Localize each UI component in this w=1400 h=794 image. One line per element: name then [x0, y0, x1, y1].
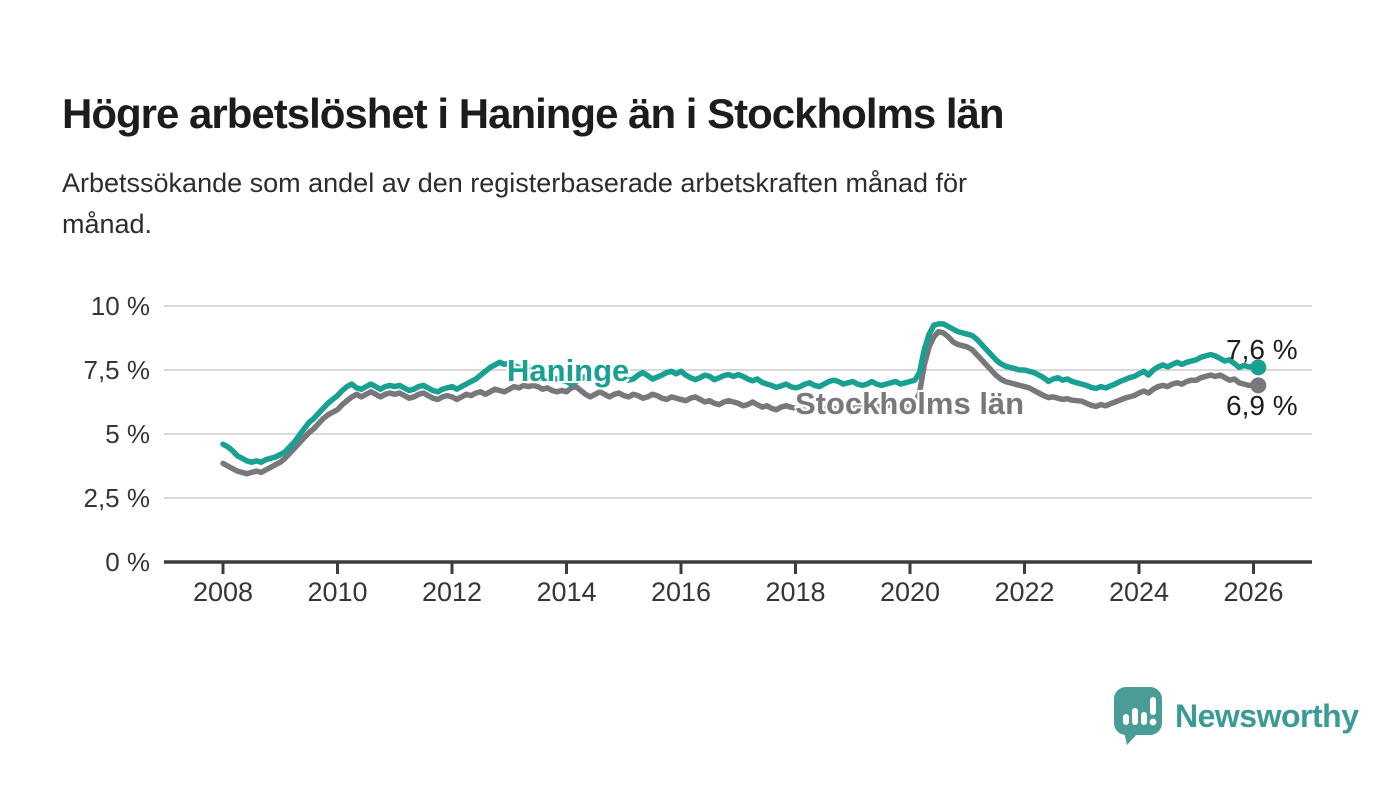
y-axis-tick-label: 7,5 %: [83, 355, 151, 385]
x-axis-tick-label: 2024: [1108, 577, 1170, 607]
series-label-stockholms-lan: Stockholms län: [795, 386, 1025, 421]
line-stockholms-lan: [220, 328, 1262, 477]
subtitle-line-1: Arbetssökande som andel av den registerb…: [62, 168, 968, 198]
x-axis: [164, 560, 1312, 574]
x-axis-tick-label: 2012: [421, 577, 483, 607]
y-axis-tick-label: 0 %: [105, 547, 150, 577]
x-axis-tick-label: 2020: [879, 577, 941, 607]
x-axis-tick-label: 2018: [765, 577, 826, 607]
gridlines: [164, 305, 1312, 499]
x-axis-tick-label: 2022: [994, 577, 1055, 607]
page-title: Högre arbetslöshet i Haninge än i Stockh…: [62, 90, 1005, 138]
end-dot-haninge: [1250, 359, 1267, 376]
bar-chart-speech-bubble-icon: [1114, 687, 1162, 745]
chart-subtitle: Arbetssökande som andel av den registerb…: [62, 163, 967, 245]
y-axis-tick-label: 5 %: [105, 419, 150, 449]
end-value-haninge: 7,6 %: [1226, 334, 1298, 365]
x-axis-tick-label: 2026: [1223, 577, 1284, 607]
y-axis-tick-label: 10 %: [90, 291, 150, 321]
end-dot-stockholms-lan: [1250, 377, 1267, 394]
newsworthy-logo: Newsworthy: [1113, 686, 1359, 746]
y-axis-tick-label: 2,5 %: [83, 483, 151, 513]
end-value-stockholms-lan: 6,9 %: [1226, 390, 1298, 421]
x-axis-tick-label: 2016: [650, 577, 712, 607]
x-axis-tick-label: 2008: [192, 577, 254, 607]
series-label-haninge: Haninge: [507, 353, 630, 388]
x-axis-tick-label: 2010: [307, 577, 368, 607]
brand-wordmark: Newsworthy: [1175, 697, 1359, 734]
x-axis-tick-label: 2014: [536, 577, 597, 607]
line-haninge: [220, 321, 1262, 465]
subtitle-line-2: månad.: [62, 209, 153, 239]
